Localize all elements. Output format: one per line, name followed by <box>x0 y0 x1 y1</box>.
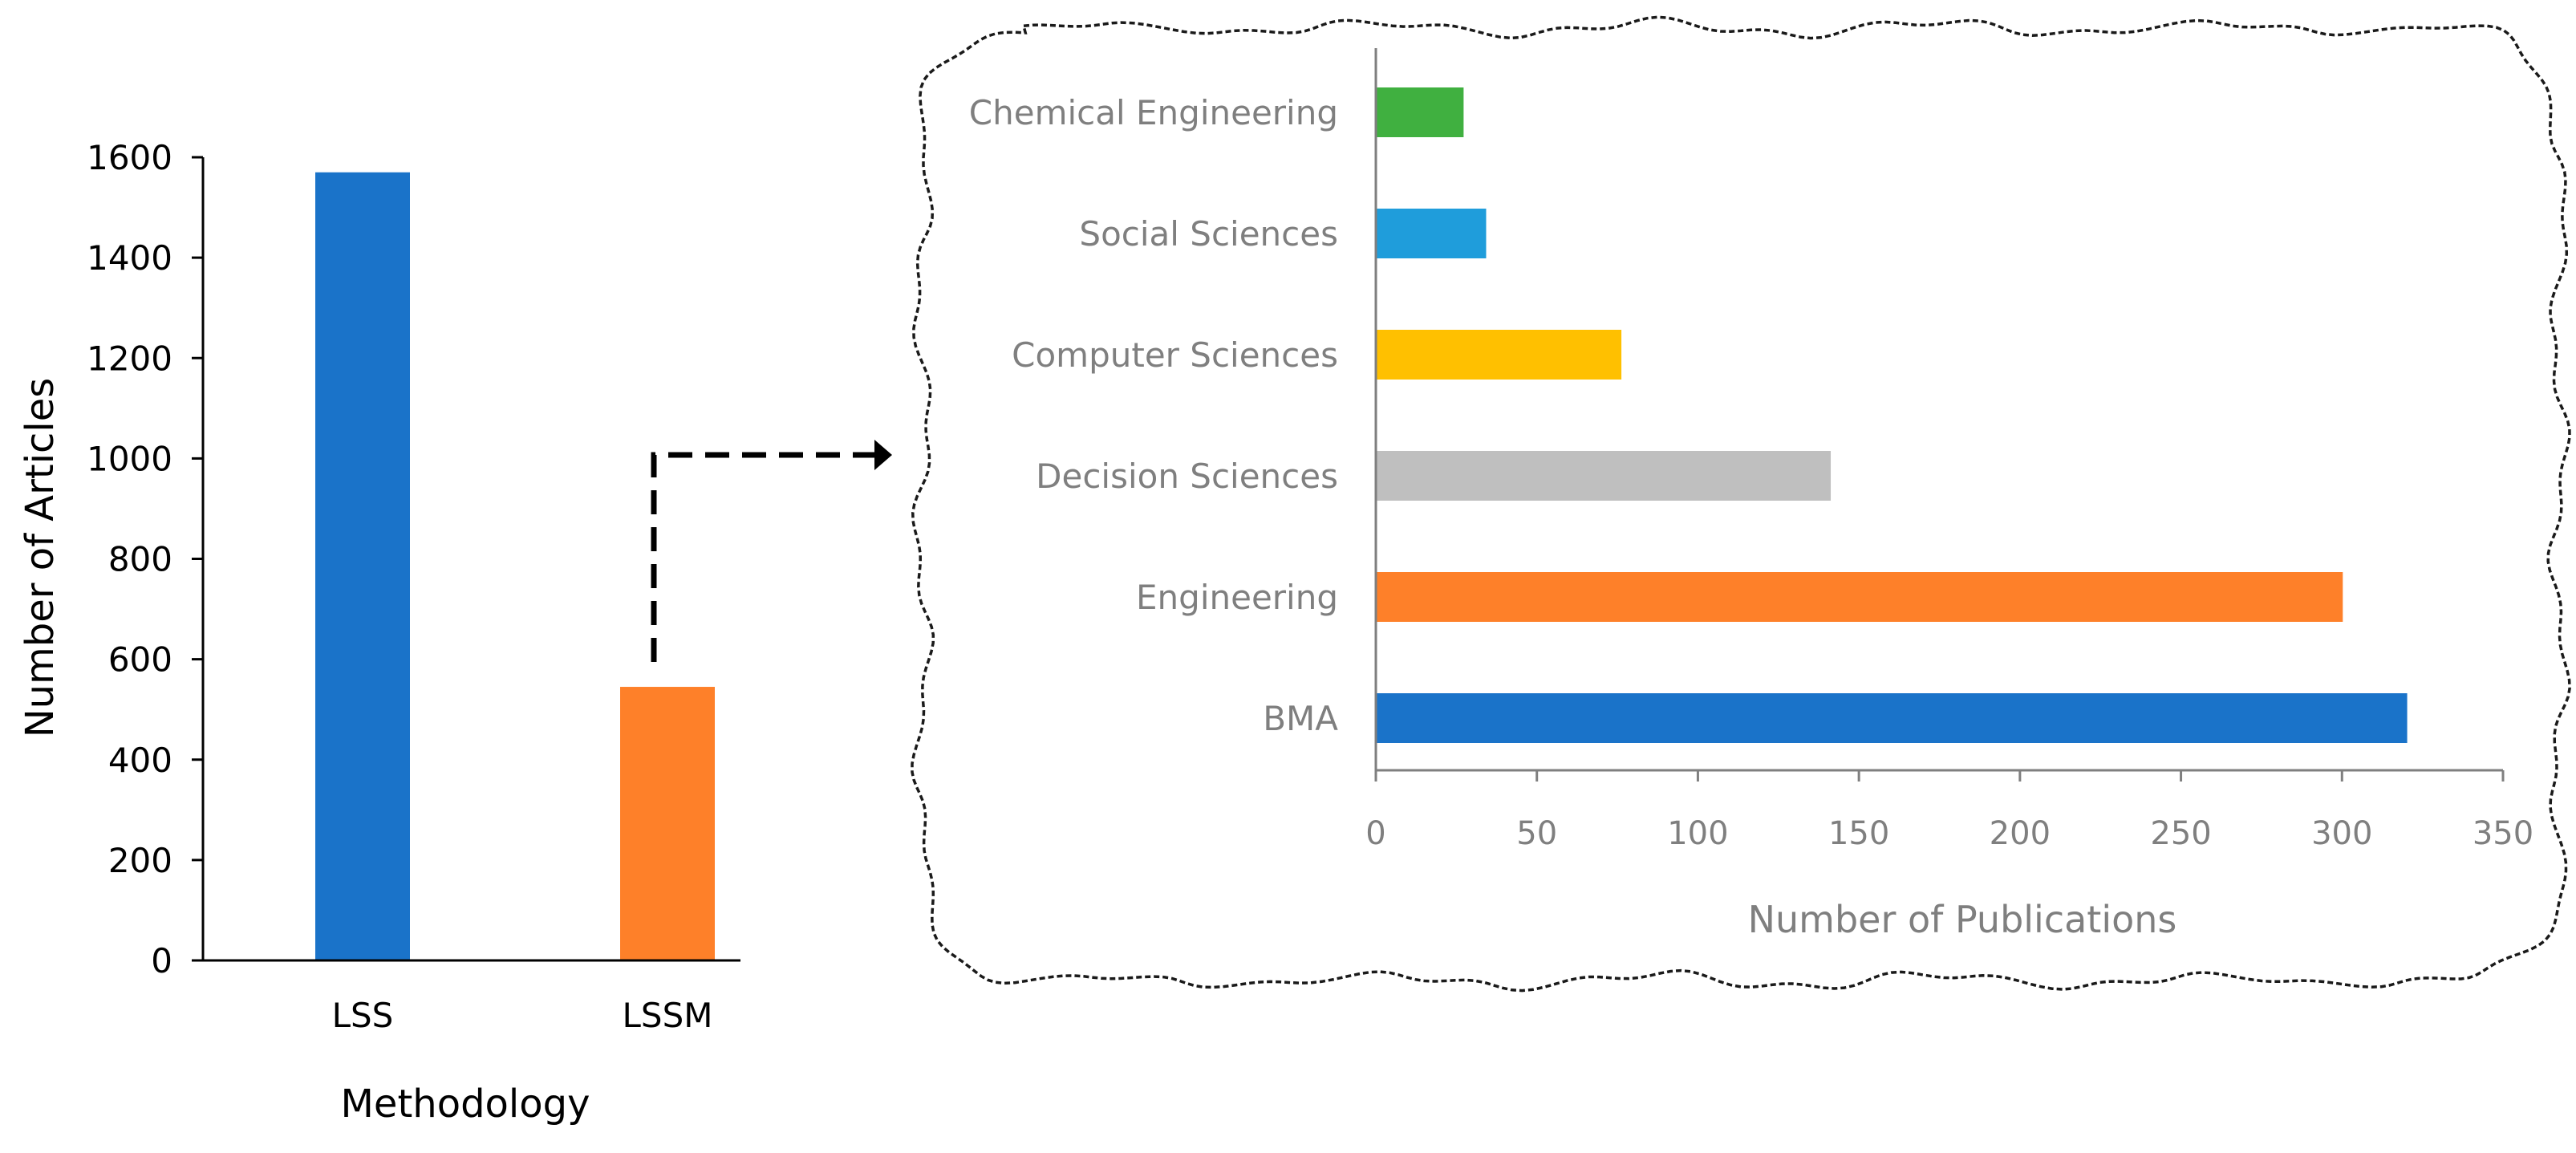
left-category-labels: LSS LSSM <box>332 996 713 1035</box>
left-y-axis-title: Number of Articles <box>18 378 63 738</box>
left-y-tick-label: 400 <box>108 741 172 780</box>
left-bar-chart: 0 200 400 600 800 1000 1200 1400 1600 LSS LSSM Me… <box>18 138 740 1127</box>
right-category-label: Social Sciences <box>1079 214 1338 254</box>
left-y-tick-label: 1200 <box>87 339 172 378</box>
left-category-label: LSSM <box>623 996 713 1035</box>
right-x-tick-label: 200 <box>1990 815 2051 852</box>
right-bar-social-sciences <box>1377 209 1487 258</box>
left-bar-lss <box>315 172 410 961</box>
right-x-tick-label: 250 <box>2150 815 2211 852</box>
right-x-tick-label: 350 <box>2473 815 2533 852</box>
connector-arrowhead <box>874 440 892 470</box>
left-x-axis-title: Methodology <box>341 1082 590 1127</box>
left-y-tick-label: 200 <box>108 841 172 880</box>
left-y-tick-label: 800 <box>108 540 172 579</box>
right-bar-chemical-engineering <box>1377 87 1464 137</box>
right-category-label: BMA <box>1263 699 1338 738</box>
left-bars <box>315 172 715 961</box>
left-y-tick-label: 0 <box>151 941 172 980</box>
left-y-tick-label: 1400 <box>87 238 172 278</box>
right-bar-decision-sciences <box>1377 451 1832 501</box>
left-y-tick-label: 600 <box>108 640 172 680</box>
connector-dashed-line <box>651 452 874 662</box>
right-x-axis-title: Number of Publications <box>1748 898 2177 941</box>
right-category-labels: BMA Engineering Decision Sciences Computer … <box>969 93 1338 738</box>
callout-border <box>911 15 2571 993</box>
right-x-tick-label: 50 <box>1516 815 1557 852</box>
right-bars <box>1377 87 2408 743</box>
left-y-tick-label: 1000 <box>87 439 172 478</box>
right-x-tick-label: 150 <box>1828 815 1889 852</box>
right-category-label: Engineering <box>1136 578 1338 617</box>
right-bar-chart: 0 50 100 150 200 250 300 350 BMA Engineering Deci… <box>969 48 2533 941</box>
right-category-label: Decision Sciences <box>1036 457 1338 496</box>
left-bar-lssm <box>620 687 715 960</box>
right-bar-engineering <box>1377 572 2343 622</box>
connector-arrow <box>651 440 892 662</box>
right-category-label: Chemical Engineering <box>969 93 1338 132</box>
right-x-tick-label: 300 <box>2311 815 2372 852</box>
left-y-tick-labels: 0 200 400 600 800 1000 1200 1400 1600 <box>87 138 203 980</box>
left-category-label: LSS <box>332 996 394 1035</box>
right-x-tick-label: 100 <box>1667 815 1728 852</box>
right-category-label: Computer Sciences <box>1012 335 1338 375</box>
right-bar-bma <box>1377 693 2408 743</box>
left-y-tick-label: 1600 <box>87 138 172 177</box>
right-bar-computer-sciences <box>1377 330 1622 380</box>
right-x-tick-label: 0 <box>1365 815 1385 852</box>
right-x-tick-labels: 0 50 100 150 200 250 300 350 <box>1365 770 2533 852</box>
